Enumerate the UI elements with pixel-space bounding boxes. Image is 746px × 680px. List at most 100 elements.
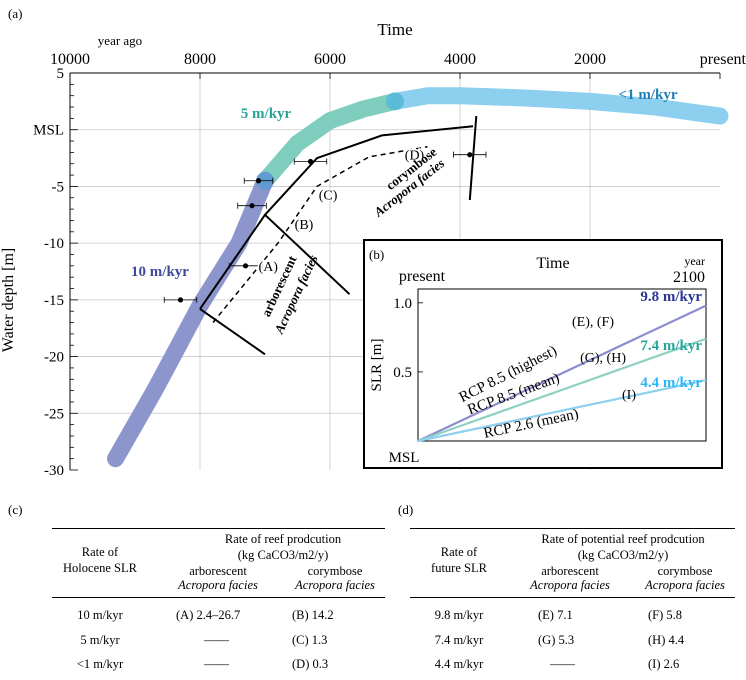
rate-label-1: <1 m/kyr: [619, 87, 678, 103]
panel-d-label: (d): [398, 502, 414, 517]
y-tick-label: -5: [52, 179, 65, 195]
table-d-top-rule: [410, 528, 735, 529]
table-d-row3-rate: 4.4 m/kyr: [434, 657, 484, 671]
table-c-mid-rule: [52, 597, 385, 598]
table-c-group-header: Rate of reef prodcution: [224, 532, 342, 546]
y-tick-label: MSL: [33, 123, 64, 139]
reef-front-line: [199, 308, 266, 356]
data-point: [242, 263, 249, 269]
series-rate-label: 4.4 m/kyr: [640, 375, 702, 391]
table-c-row2-col1: ——: [204, 633, 229, 647]
data-point: [255, 178, 262, 184]
table-d-mid-rule: [410, 597, 735, 598]
series-line: [417, 379, 707, 443]
table-c-col2-header-1: corymbose: [307, 564, 363, 578]
data-point: [307, 158, 314, 165]
x-tick-label: 10000: [50, 51, 90, 68]
table-c-rate-header-2: Holocene SLR: [63, 561, 137, 575]
table-d-row1-col2: (F) 5.8: [648, 608, 683, 622]
table-d-unit: (kg CaCO3/m2/y): [577, 548, 669, 562]
reef-solid-outline: [199, 125, 474, 310]
panel-c-label: (c): [8, 502, 23, 517]
reef-front-line: [264, 214, 351, 295]
y-tick-label: 5: [57, 66, 65, 82]
data-point: [177, 297, 184, 303]
chart-a-title: Time: [377, 20, 412, 39]
table-d-row2-rate: 7.4 m/kyr: [434, 633, 484, 647]
table-c-row2-rate: 5 m/kyr: [80, 633, 120, 647]
table-d-row2-col1: (G) 5.3: [538, 633, 575, 647]
x-tick-label: 6000: [314, 51, 346, 68]
marker-label: (C): [319, 188, 338, 203]
x-tick-label: 2000: [574, 51, 606, 68]
table-c-row3-col2: (D) 0.3: [292, 657, 329, 671]
inset-y-label: SLR [m]: [369, 339, 385, 392]
table-d-col1-header-1: arborescent: [541, 564, 599, 578]
series-rate-label: 9.8 m/kyr: [640, 289, 702, 305]
table-d-row3-col2: (I) 2.6: [648, 657, 680, 671]
table-d-row1-col1: (E) 7.1: [538, 608, 573, 622]
x-tick-label: 4000: [444, 51, 476, 68]
y-axis-label: Water depth [m]: [0, 248, 17, 352]
table-d-row1-rate: 9.8 m/kyr: [434, 608, 484, 622]
table-c-row3-rate: <1 m/kyr: [76, 657, 124, 671]
transition-dot: [386, 92, 404, 111]
y-tick-label: 1.0: [393, 296, 412, 312]
table-c-row3-col1: ——: [204, 657, 229, 671]
data-point: [467, 152, 473, 158]
table-d-row2-col2: (H) 4.4: [648, 633, 685, 647]
series-rate-label: 7.4 m/kyr: [640, 338, 702, 354]
reef-dashed-outline: [212, 145, 428, 323]
table-d-group-header: Rate of potential reef prodcution: [541, 532, 705, 546]
y-tick-label: -20: [44, 350, 64, 366]
x-tick-label: present: [700, 51, 746, 68]
sea-level-band-segment: [386, 87, 729, 125]
marker-label: (B): [295, 218, 314, 233]
sea-level-band-segment: [256, 92, 404, 190]
table-c-row2-col2: (C) 1.3: [292, 633, 328, 647]
inset-plot-area: [417, 288, 707, 442]
y-tick-label: MSL: [389, 450, 420, 466]
series-line: [417, 304, 707, 442]
panel-b-label: (b): [369, 247, 384, 262]
y-tick-label: 0.5: [393, 365, 412, 381]
series-line: [417, 337, 707, 443]
rate-label-10: 10 m/kyr: [131, 264, 189, 280]
table-c-unit: (kg CaCO3/m2/y): [237, 548, 329, 562]
table-c-row1-col2: (B) 14.2: [292, 608, 334, 622]
table-c-row1-rate: 10 m/kyr: [77, 608, 123, 622]
panel-a-label: (a): [8, 6, 22, 21]
table-d-row3-col1: ——: [550, 657, 575, 671]
x-unit-label: year ago: [98, 33, 142, 48]
table-d-col2-header-2: Acropora facies: [645, 578, 725, 592]
y-tick-label: -30: [44, 463, 64, 479]
series-marker-label: (G), (H): [580, 351, 626, 366]
table-c-col1-header-1: arborescent: [189, 564, 247, 578]
table-c-row1-col1: (A) 2.4–26.7: [176, 608, 241, 622]
table-d-col1-header-2: Acropora facies: [530, 578, 610, 592]
y-tick-label: -25: [44, 406, 64, 422]
series-marker-label: (E), (F): [572, 315, 614, 330]
x-tick-label: present: [399, 268, 446, 285]
x-tick-label: 2100: [673, 269, 705, 286]
reef-front-line: [468, 116, 478, 201]
rate-label-5: 5 m/kyr: [241, 106, 292, 122]
table-d-rate-header-2: future SLR: [431, 561, 487, 575]
data-point: [249, 203, 255, 209]
chart-b-title: Time: [536, 255, 569, 272]
y-tick-label: -15: [44, 293, 64, 309]
table-c-rate-header-1: Rate of: [81, 545, 119, 559]
sea-level-band-segment: [107, 172, 274, 468]
series-marker-label: (I): [622, 388, 636, 403]
table-d-col2-header-1: corymbose: [657, 564, 713, 578]
x-tick-label: 8000: [184, 51, 216, 68]
marker-label: (A): [259, 260, 279, 275]
x-unit-label: year: [684, 254, 705, 268]
y-tick-label: -10: [44, 236, 64, 252]
marker-label: (D): [405, 149, 425, 164]
table-c-col2-header-2: Acropora facies: [295, 578, 375, 592]
table-c-top-rule: [52, 528, 385, 529]
plot-area-a: 10000 8000 6000 4000 2000 present 5 MSL -5 -10 -15…: [33, 51, 746, 479]
